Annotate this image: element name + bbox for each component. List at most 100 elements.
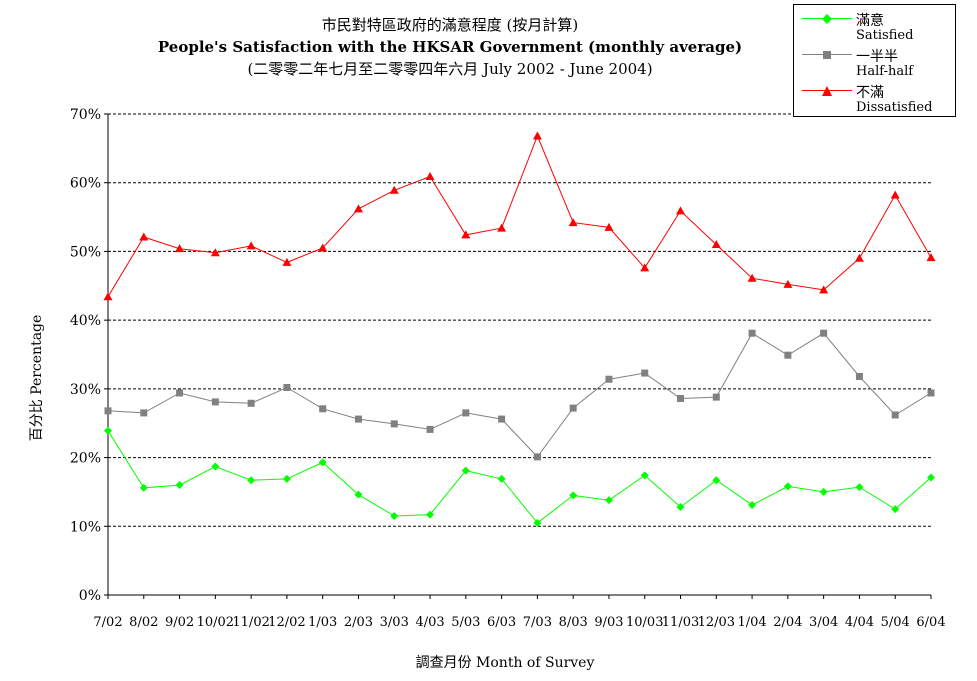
data-point: [210, 248, 220, 257]
data-point: [926, 253, 936, 262]
data-point: [569, 491, 578, 500]
x-tick-label: 3/04: [809, 615, 838, 630]
data-point: [820, 329, 828, 337]
data-point: [855, 483, 864, 492]
x-tick-label: 6/04: [916, 615, 945, 630]
data-point: [462, 409, 470, 417]
data-point: [497, 474, 506, 483]
series-line-satisfied: [107, 430, 932, 524]
data-point: [247, 476, 256, 485]
data-point: [676, 503, 685, 512]
x-tick-label: 3/03: [380, 615, 409, 630]
y-tick-label: 20%: [70, 451, 101, 467]
data-point: [712, 393, 720, 401]
data-point: [890, 190, 900, 199]
data-point: [605, 375, 613, 383]
data-point: [140, 409, 148, 417]
data-point: [891, 411, 899, 419]
data-point: [390, 511, 399, 520]
x-tick-label: 5/03: [451, 615, 480, 630]
x-tick-label: 8/02: [129, 615, 158, 630]
data-point: [426, 510, 435, 519]
data-point: [282, 474, 291, 483]
x-tick-label: 2/04: [773, 615, 802, 630]
x-tick-label: 10/03: [626, 615, 663, 630]
data-point: [175, 244, 185, 253]
data-point: [283, 383, 291, 391]
data-point: [747, 273, 757, 282]
data-point: [425, 172, 435, 181]
legend-item-dissatisfied: 不滿 Dissatisfied: [794, 81, 957, 117]
data-point: [139, 232, 149, 241]
y-tick-label: 60%: [70, 176, 101, 192]
data-point: [783, 279, 793, 288]
data-point: [640, 263, 650, 272]
chart-legend: 滿意 Satisfied 一半半 Half-half 不滿 Dissatisfi…: [793, 4, 956, 117]
y-axis-label: 百分比 Percentage: [29, 314, 45, 442]
data-point: [211, 398, 219, 406]
y-tick-label: 40%: [70, 313, 101, 329]
x-axis-label: 調查月份 Month of Survey: [415, 655, 595, 671]
legend-label-en: Half-half: [856, 64, 914, 79]
data-point: [711, 240, 721, 249]
y-tick-label: 10%: [70, 519, 101, 535]
data-point: [497, 223, 507, 232]
data-point: [247, 399, 255, 407]
x-tick-label: 8/03: [559, 615, 588, 630]
data-point: [748, 329, 756, 337]
data-point: [676, 206, 686, 215]
data-point: [855, 372, 863, 380]
chart-title-en: People's Satisfaction with the HKSAR Gov…: [157, 38, 743, 56]
diamond-marker-icon: [822, 14, 832, 24]
x-tick-label: 11/03: [662, 615, 699, 630]
x-tick-label: 7/03: [523, 615, 552, 630]
x-tick-label: 9/02: [165, 615, 194, 630]
legend-label-cn: 滿意: [856, 13, 884, 29]
chart-title-cn: 市民對特區政府的滿意程度 (按月計算): [321, 16, 579, 34]
data-point: [604, 222, 614, 231]
series-line-half-half: [107, 332, 932, 458]
data-point: [390, 420, 398, 428]
x-tick-label: 7/02: [93, 615, 122, 630]
data-point: [353, 204, 363, 213]
data-point: [748, 500, 757, 509]
legend-label-cn: 一半半: [856, 49, 898, 65]
x-tick-label: 4/03: [415, 615, 444, 630]
data-point: [461, 230, 471, 239]
data-point: [498, 415, 506, 423]
data-point: [319, 405, 327, 413]
x-tick-label: 5/04: [881, 615, 910, 630]
y-tick-label: 0%: [79, 588, 101, 604]
data-point: [103, 292, 113, 301]
x-tick-label: 11/02: [232, 615, 269, 630]
legend-label-en: Dissatisfied: [856, 100, 933, 115]
data-point: [783, 482, 792, 491]
data-point: [677, 394, 685, 402]
legend-item-satisfied: 滿意 Satisfied: [794, 9, 957, 45]
data-point: [175, 481, 184, 490]
data-point: [533, 518, 542, 527]
data-point: [282, 257, 292, 266]
data-point: [104, 426, 112, 435]
x-tick-label: 2/03: [344, 615, 373, 630]
data-point: [819, 487, 828, 496]
x-tick-label: 6/03: [487, 615, 516, 630]
data-point: [532, 131, 542, 140]
data-point: [389, 185, 399, 194]
series-line-dissatisfied: [107, 134, 932, 298]
data-point: [568, 218, 578, 227]
data-point: [927, 473, 935, 482]
data-point: [819, 285, 829, 294]
data-point: [246, 241, 256, 250]
y-tick-label: 30%: [70, 382, 101, 398]
x-tick-label: 9/03: [594, 615, 623, 630]
data-point: [640, 471, 649, 480]
x-tick-label: 1/03: [308, 615, 337, 630]
data-point: [211, 462, 220, 471]
triangle-marker-icon: [822, 86, 832, 96]
legend-label-cn: 不滿: [856, 85, 884, 101]
data-point: [318, 458, 327, 467]
data-point: [927, 389, 935, 397]
x-tick-label: 12/03: [698, 615, 735, 630]
chart-subtitle: (二零零二年七月至二零零四年六月 July 2002 - June 2004): [247, 60, 653, 78]
